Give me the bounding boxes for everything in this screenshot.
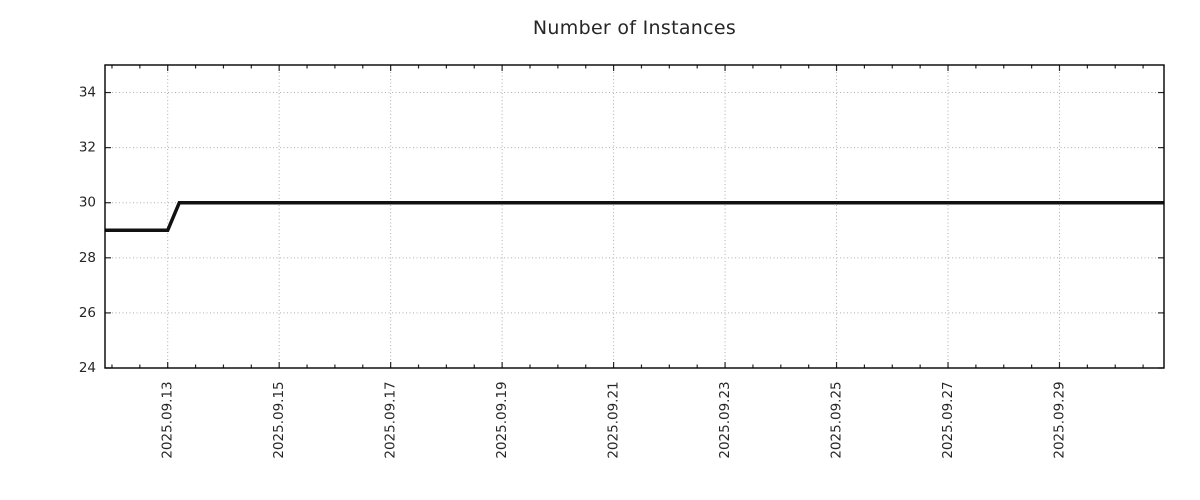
x-tick-label: 2025.09.23: [717, 381, 733, 458]
x-tick-label: 2025.09.13: [160, 381, 176, 458]
plot-border-rect: [104, 64, 1165, 369]
chart-title: Number of Instances: [532, 17, 737, 39]
y-tick-label: 30: [79, 195, 96, 211]
x-tick-label: 2025.09.25: [829, 381, 845, 458]
y-tick-label: 26: [79, 305, 96, 321]
x-tick-label: 2025.09.19: [494, 381, 510, 458]
y-tick-label: 28: [79, 250, 96, 266]
data-series: [105, 200, 1164, 233]
y-tick-label: 32: [79, 140, 96, 156]
y-tick-label: 34: [79, 85, 96, 101]
x-tick-label: 2025.09.17: [383, 381, 399, 458]
gridlines: [105, 65, 1164, 368]
axis-ticks: [105, 65, 1164, 369]
y-tick-label: 24: [79, 360, 96, 376]
x-tick-label: 2025.09.27: [940, 381, 956, 458]
plot-border: [104, 64, 1165, 369]
series-line-instances: [105, 200, 1164, 233]
x-tick-label: 2025.09.15: [271, 381, 287, 458]
x-tick-label: 2025.09.29: [1051, 381, 1067, 458]
x-tick-label: 2025.09.21: [606, 381, 622, 458]
axis-tick-labels: 2025.09.13 2025.09.15 2025.09.17 2025.09.19…: [79, 85, 1068, 459]
